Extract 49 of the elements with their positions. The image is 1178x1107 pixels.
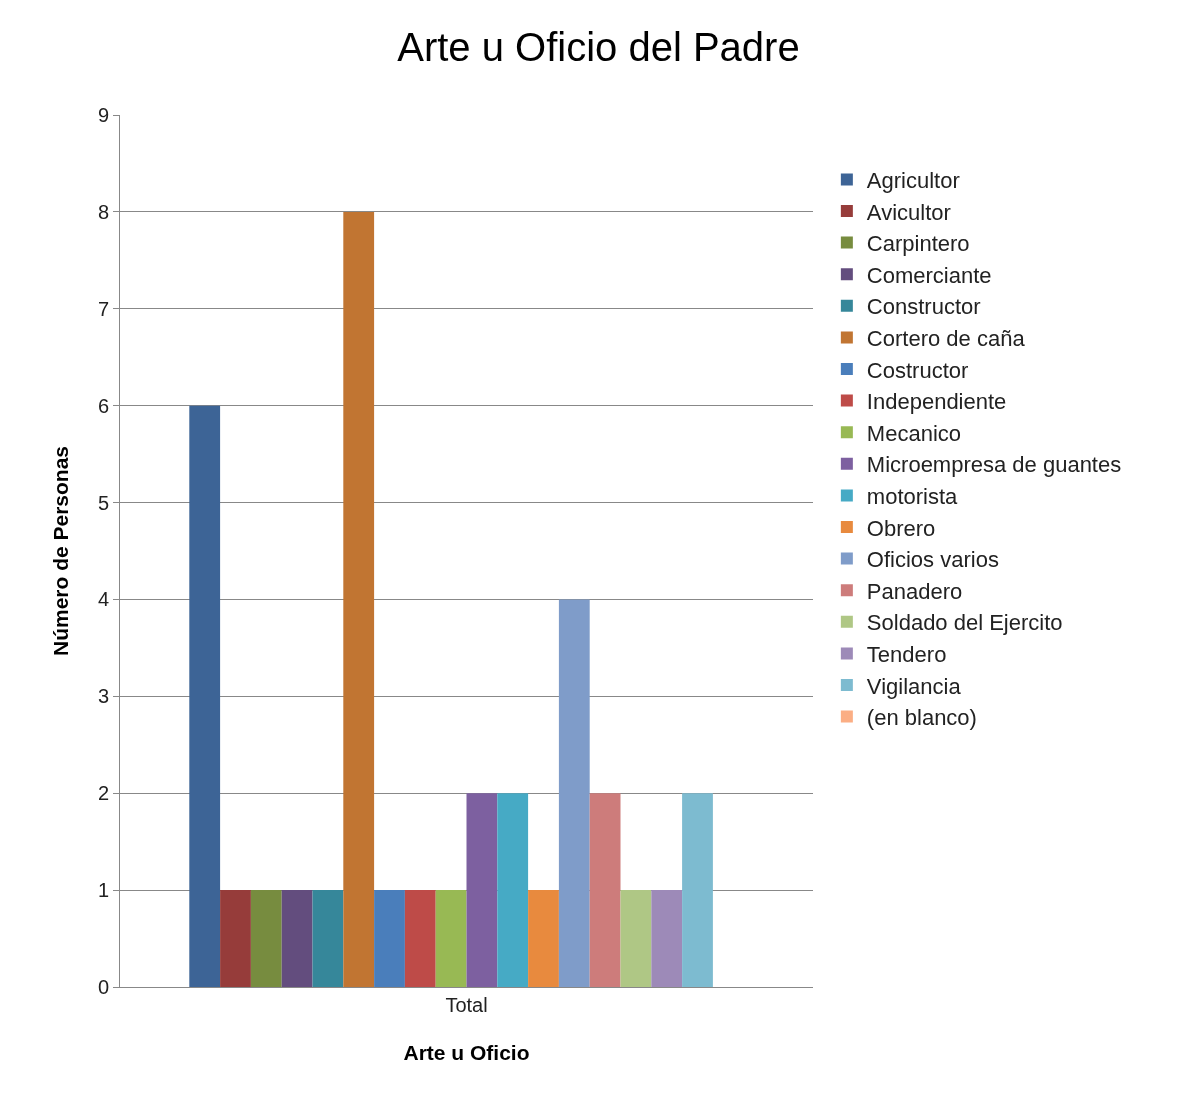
legend-label: Tendero — [866, 641, 947, 667]
legend-label: Oficios varios — [866, 547, 999, 573]
legend-label: Constructor — [866, 294, 981, 320]
y-tick-label: 7 — [97, 297, 109, 320]
bar — [620, 890, 652, 987]
y-tick-label: 0 — [97, 976, 109, 998]
legend-label: (en blanco) — [866, 705, 977, 731]
y-tick-label: 2 — [97, 782, 109, 805]
legend-label: Soldado del Ejercito — [866, 610, 1063, 636]
legend-label: Comerciante — [866, 262, 992, 288]
y-tick-label: 5 — [97, 491, 109, 514]
bar — [281, 890, 313, 987]
legend-label: Costructor — [866, 357, 969, 383]
bar — [220, 890, 251, 987]
legend-label: Cortero de caña — [866, 325, 1026, 351]
bar — [466, 793, 498, 987]
bar — [528, 890, 559, 987]
legend-label: Panadero — [866, 578, 963, 604]
y-tick-label: 1 — [97, 879, 109, 902]
bar — [651, 890, 683, 987]
x-tick-label: Total — [445, 994, 488, 1016]
y-tick-label: 4 — [97, 588, 109, 611]
bar — [404, 890, 436, 987]
bar — [343, 211, 375, 987]
legend-label: Carpintero — [866, 231, 970, 257]
legend-label: Vigilancia — [866, 673, 962, 699]
bar — [374, 890, 405, 987]
legend-label: Obrero — [866, 515, 936, 541]
bar — [189, 405, 221, 987]
bar — [250, 890, 282, 987]
y-axis-title: Número de Personas — [49, 445, 72, 657]
legend-label: motorista — [866, 483, 959, 509]
bar — [497, 793, 529, 987]
x-axis-title: Arte u Oficio — [403, 1041, 530, 1064]
bar — [682, 793, 713, 987]
legend-label: Agricultor — [866, 167, 960, 193]
bar — [312, 890, 344, 987]
y-tick-label: 9 — [97, 104, 109, 126]
chart-title: Arte u Oficio del Padre — [397, 25, 800, 70]
y-tick-label: 8 — [97, 200, 109, 223]
y-tick-label: 3 — [97, 685, 109, 708]
legend-label: Independiente — [866, 389, 1007, 415]
bar — [435, 890, 467, 987]
bar — [558, 599, 590, 987]
legend-label: Avicultor — [866, 199, 951, 225]
bar — [589, 793, 621, 987]
legend-label: Mecanico — [866, 420, 962, 446]
y-tick-label: 6 — [97, 394, 109, 417]
legend-label: Microempresa de guantes — [866, 452, 1122, 478]
